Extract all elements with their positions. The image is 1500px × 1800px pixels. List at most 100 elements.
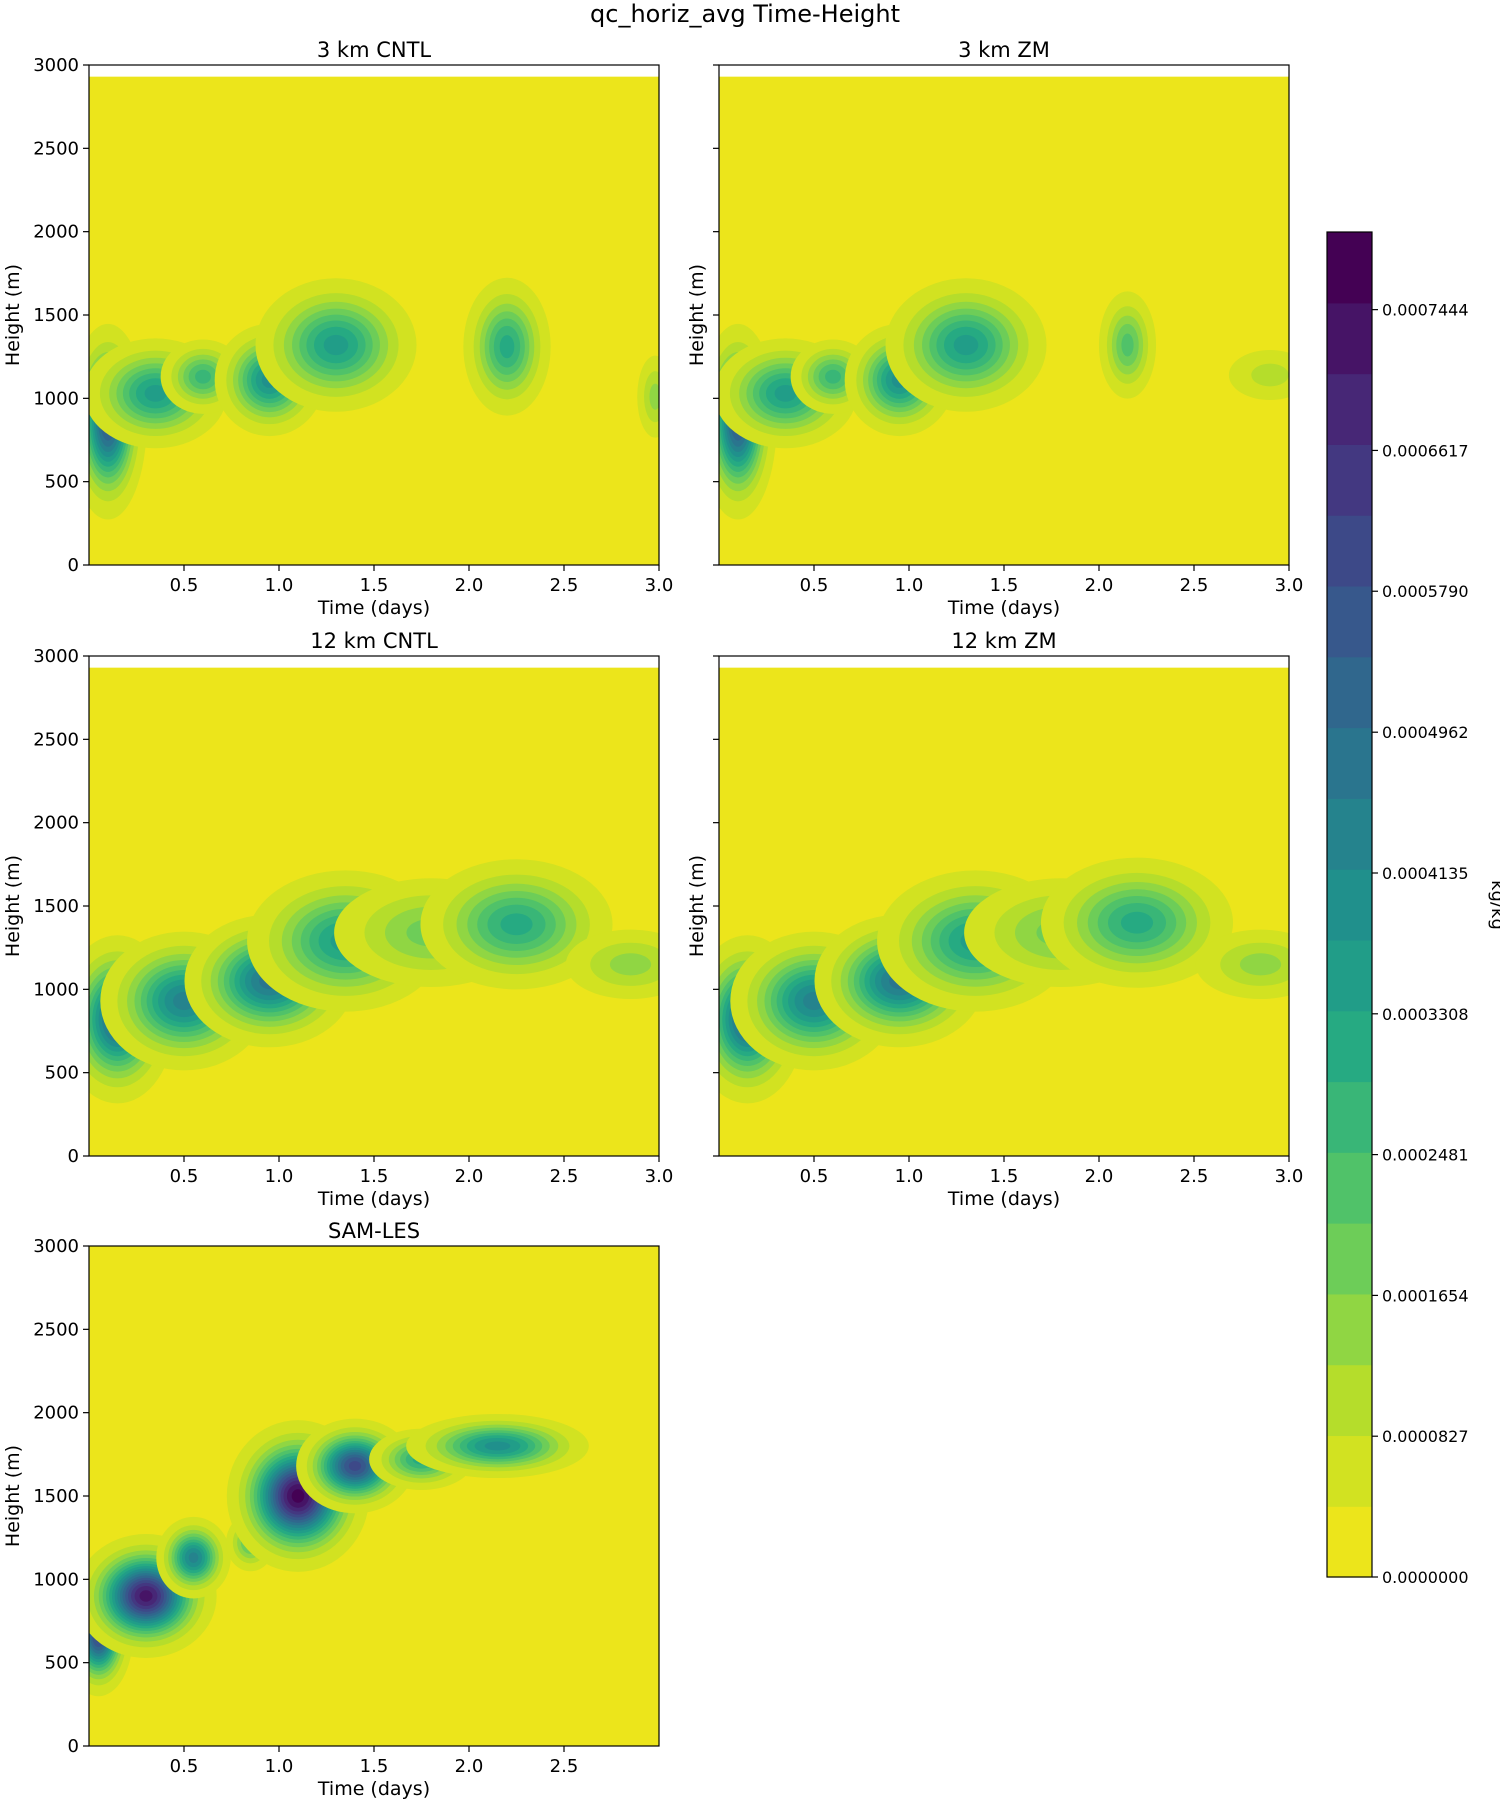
panel-0: 3 km CNTL 0 500 1000 1500 2000 2500 3000 0.5 1.0 1… <box>2 38 673 619</box>
colorbar-tick-label: 0.0004135 <box>1382 864 1469 883</box>
y-tick-label: 2500 <box>33 729 79 750</box>
colorbar-tick-label: 0.0000827 <box>1382 1427 1469 1446</box>
panel-field <box>719 278 1289 520</box>
y-tick-label: 0 <box>68 555 79 576</box>
x-tick-label: 2.5 <box>1180 1166 1209 1187</box>
y-tick-label: 2500 <box>33 138 79 159</box>
colorbar-tick-label: 0.0005790 <box>1382 582 1469 601</box>
y-tick-label: 3000 <box>33 646 79 667</box>
contour-blob-1 <box>144 384 167 402</box>
x-tick-label: 0.5 <box>800 1166 829 1187</box>
colorbar-band <box>1327 1364 1372 1437</box>
y-tick-label: 1500 <box>33 305 79 326</box>
y-tick-label: 1000 <box>33 979 79 1000</box>
colorbar-band <box>1327 444 1372 516</box>
panel-title: SAM-LES <box>328 1219 420 1243</box>
y-tick-label: 1000 <box>33 1569 79 1590</box>
colorbar-band <box>1327 1081 1372 1153</box>
colorbar-frame <box>1326 231 1373 1578</box>
contour-blob-5 <box>499 335 515 359</box>
colorbar-band <box>1327 1435 1372 1507</box>
y-tick-label: 2500 <box>33 1319 79 1340</box>
contour-blob-6 <box>1251 363 1289 387</box>
contour-blob-2 <box>195 369 211 384</box>
contour-blob-6 <box>1239 953 1282 976</box>
x-tick-label: 0.5 <box>170 1756 199 1777</box>
colorbar-ticks: 0.0000000 0.0000827 0.0001654 0.0002481 0.00… <box>1372 301 1469 1587</box>
x-tick-label: 0.5 <box>170 1166 199 1187</box>
panel-3: 12 km ZM 0.5 1.0 1.5 2.0 2.5 3.0 Time (days) Hei… <box>686 629 1304 1210</box>
y-tick-label: 1500 <box>33 896 79 917</box>
y-tick-label: 3000 <box>33 55 79 76</box>
x-tick-label: 2.5 <box>1180 575 1209 596</box>
y-tick-label: 2000 <box>33 813 79 834</box>
x-tick-label: 1.5 <box>360 575 389 596</box>
panel-field <box>719 857 1289 1104</box>
x-tick-label: 1.0 <box>895 1166 924 1187</box>
x-tick-label: 1.5 <box>360 1756 389 1777</box>
contour-blob-5 <box>348 1461 362 1471</box>
colorbar-band <box>1327 656 1372 729</box>
colorbar-band <box>1327 585 1372 658</box>
colorbar-band <box>1327 302 1372 375</box>
x-tick-label: 2.0 <box>455 1166 484 1187</box>
x-tick-label: 3.0 <box>645 575 674 596</box>
x-tick-label: 1.5 <box>360 1166 389 1187</box>
contour-blob-6 <box>609 953 652 976</box>
colorbar-band <box>1327 232 1372 304</box>
x-tick-label: 1.0 <box>895 575 924 596</box>
colorbar-label: kg/kg <box>1487 880 1500 930</box>
y-axis-label: Height (m) <box>686 855 708 957</box>
panel-1: 3 km ZM 0.5 1.0 1.5 2.0 2.5 3.0 Time (days) Heig… <box>686 38 1304 619</box>
x-tick-label: 1.0 <box>265 1756 294 1777</box>
panel-title: 3 km CNTL <box>317 38 432 62</box>
contour-blob-2 <box>188 1552 199 1564</box>
y-axis-label: Height (m) <box>2 264 24 366</box>
x-tick-label: 2.0 <box>455 1756 484 1777</box>
y-tick-label: 500 <box>45 472 79 493</box>
contour-blob-4 <box>323 334 349 356</box>
x-tick-label: 2.0 <box>1085 1166 1114 1187</box>
y-tick-label: 0 <box>68 1736 79 1757</box>
x-tick-label: 1.5 <box>990 575 1019 596</box>
colorbar-band <box>1327 1506 1372 1578</box>
y-axis-label: Height (m) <box>686 264 708 366</box>
colorbar-tick-label: 0.0007444 <box>1382 301 1469 320</box>
colorbar-band <box>1327 798 1372 870</box>
x-tick-label: 2.0 <box>455 575 484 596</box>
x-tick-label: 3.0 <box>645 1166 674 1187</box>
x-tick-label: 0.5 <box>170 575 199 596</box>
colorbar-band <box>1327 939 1372 1012</box>
colorbar-tick-label: 0.0002481 <box>1382 1146 1469 1165</box>
colorbar-band <box>1327 1010 1372 1083</box>
colorbar-tick-label: 0.0004962 <box>1382 723 1469 742</box>
x-tick-label: 2.5 <box>550 575 579 596</box>
x-tick-label: 3.0 <box>1275 1166 1304 1187</box>
panel-title: 12 km CNTL <box>310 629 438 653</box>
x-axis-label: Time (days) <box>317 597 430 619</box>
x-tick-label: 3.0 <box>1275 575 1304 596</box>
x-axis-label: Time (days) <box>317 1778 430 1800</box>
colorbar-band <box>1327 869 1372 941</box>
panel-field <box>89 1413 589 1697</box>
x-tick-label: 1.5 <box>990 1166 1019 1187</box>
x-tick-label: 2.5 <box>550 1756 579 1777</box>
colorbar-bands <box>1327 232 1372 1578</box>
contour-blob-1 <box>139 1590 153 1602</box>
y-tick-label: 2000 <box>33 1403 79 1424</box>
chart-title: qc_horiz_avg Time-Height <box>590 0 900 28</box>
x-tick-label: 2.0 <box>1085 575 1114 596</box>
y-tick-label: 500 <box>45 1063 79 1084</box>
contour-blob-5 <box>1121 333 1134 357</box>
colorbar-tick-label: 0.0003308 <box>1382 1005 1469 1024</box>
y-tick-label: 500 <box>45 1653 79 1674</box>
panel-field <box>89 859 659 1104</box>
x-axis-label: Time (days) <box>947 1188 1060 1210</box>
x-tick-label: 1.0 <box>265 1166 294 1187</box>
contour-blob-4 <box>291 1489 305 1503</box>
y-tick-label: 0 <box>68 1146 79 1167</box>
colorbar-band <box>1327 727 1372 799</box>
x-tick-label: 2.5 <box>550 1166 579 1187</box>
contour-blob-5 <box>1120 911 1154 934</box>
